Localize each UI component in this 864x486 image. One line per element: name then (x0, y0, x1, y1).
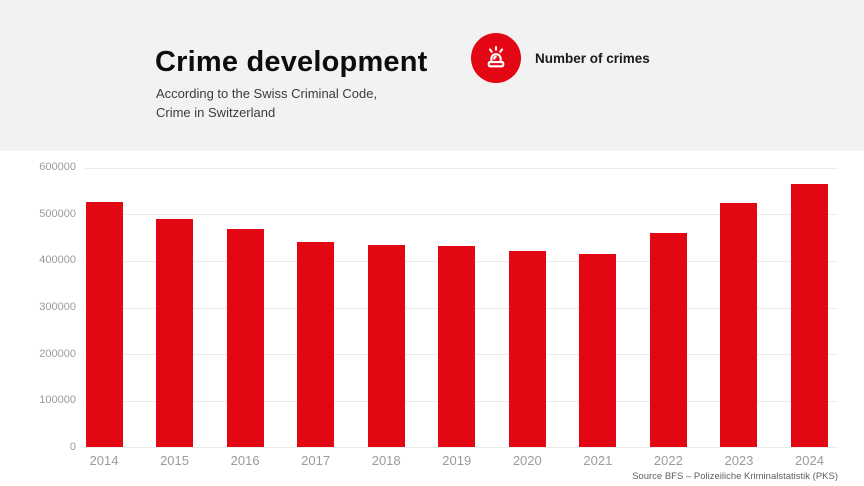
bar-2016[interactable] (226, 229, 264, 447)
source-note: Source BFS – Polizeiliche Kriminalstatis… (632, 471, 838, 482)
x-tick-label-2021: 2021 (583, 453, 613, 468)
bar-2023[interactable] (720, 203, 758, 447)
bar-2024[interactable] (791, 183, 828, 447)
x-tick-label-2017: 2017 (301, 453, 331, 468)
x-tick-label-2014: 2014 (89, 453, 119, 468)
gridline-600000 (85, 167, 838, 169)
bar-2015[interactable] (156, 219, 194, 447)
x-tick-label-2023: 2023 (724, 453, 754, 468)
subtitle-line-1: According to the Swiss Criminal Code, (156, 86, 378, 101)
y-tick-label-400000: 400000 (39, 254, 76, 267)
page-subtitle: According to the Swiss Criminal Code, Cr… (156, 84, 377, 122)
page-title: Crime development (155, 46, 428, 78)
y-tick-label-100000: 100000 (39, 394, 76, 407)
x-tick-label-2022: 2022 (653, 453, 683, 468)
bar-2020[interactable] (508, 250, 546, 447)
gridline-0 (85, 447, 838, 448)
x-tick-label-2020: 2020 (512, 453, 542, 468)
y-tick-label-600000: 600000 (39, 161, 76, 173)
bar-2019[interactable] (438, 246, 476, 447)
x-tick-label-2019: 2019 (442, 453, 472, 468)
bar-2022[interactable] (649, 233, 687, 447)
legend-label: Number of crimes (535, 51, 650, 66)
subtitle-line-2: Crime in Switzerland (156, 105, 276, 120)
header: Crime development According to the Swiss… (0, 0, 864, 151)
y-tick-label-500000: 500000 (39, 207, 76, 220)
plot-area (85, 167, 838, 448)
siren-icon (481, 43, 511, 73)
legend-badge (471, 33, 521, 83)
bar-2014[interactable] (85, 201, 123, 447)
x-tick-label-2015: 2015 (160, 453, 189, 468)
y-tick-label-0: 0 (69, 441, 76, 453)
bar-2021[interactable] (579, 253, 617, 447)
bar-2018[interactable] (367, 245, 405, 447)
x-tick-label-2018: 2018 (371, 453, 401, 468)
gridline-500000 (85, 214, 838, 216)
y-tick-label-300000: 300000 (39, 301, 76, 313)
y-tick-label-200000: 200000 (39, 347, 76, 360)
bar-2017[interactable] (297, 242, 335, 447)
x-tick-label-2016: 2016 (230, 453, 260, 468)
x-tick-label-2024: 2024 (795, 453, 824, 468)
